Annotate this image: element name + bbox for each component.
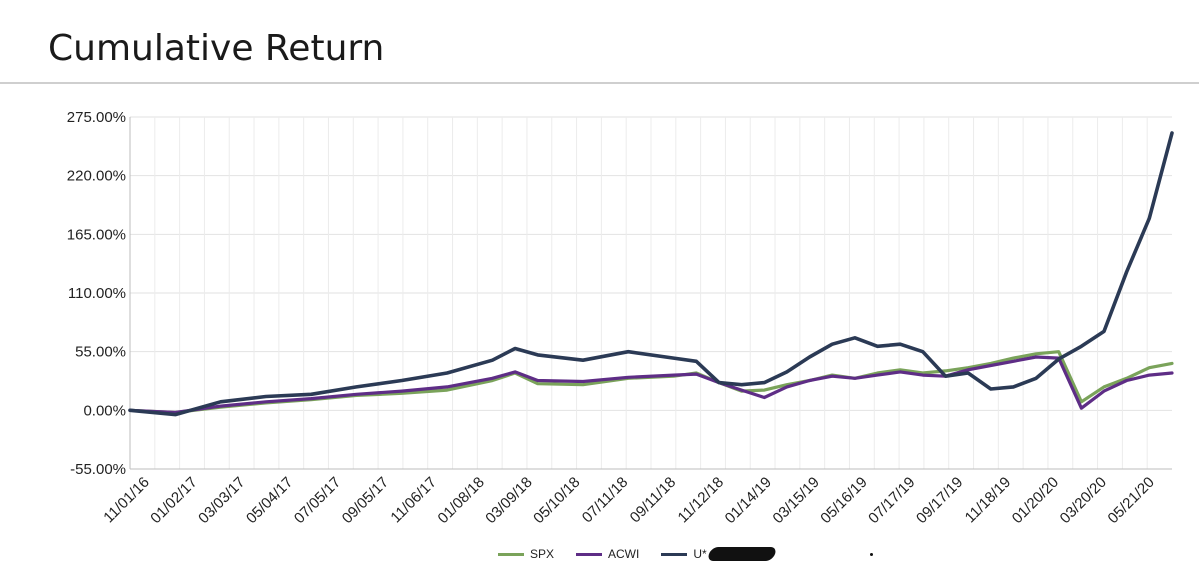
legend-label-u: U* [693,547,707,561]
x-tick-label: 07/17/19 [865,474,918,527]
series-line-spx[interactable] [128,350,1174,415]
x-tick-label: 03/03/17 [195,474,248,527]
legend-dot [870,553,873,556]
legend-label-spx: SPX [530,547,555,561]
y-tick-label: 275.00% [67,109,126,126]
x-tick-label: 01/20/20 [1009,474,1062,527]
x-tick-label: 03/09/18 [482,474,535,527]
y-tick-label: 55.00% [75,344,126,361]
y-tick-label: 110.00% [68,285,126,302]
x-tick-label: 11/06/17 [387,474,440,527]
x-tick-label: 09/11/18 [627,474,680,527]
x-tick-label: 09/17/19 [913,474,966,527]
x-tick-label: 03/15/19 [770,474,823,527]
x-tick-label: 11/01/16 [100,474,153,527]
title-divider [0,82,1199,84]
series-line-u[interactable] [128,131,1174,417]
x-tick-label: 11/18/19 [962,474,1015,527]
y-tick-label: 165.00% [67,226,126,243]
legend-swatch-acwi [576,552,603,556]
y-tick-label: -55.00% [70,461,126,478]
page-title: Cumulative Return [48,28,385,69]
legend-item-spx[interactable]: SPX [498,547,554,561]
x-tick-label: 07/05/17 [291,474,344,527]
x-tick-label: 05/16/19 [817,474,870,527]
x-tick-label: 01/08/18 [435,474,488,527]
series-line-acwi[interactable] [128,355,1174,415]
x-tick-label: 01/14/19 [722,474,775,527]
x-tick-label: 09/05/17 [339,474,392,527]
chart-legend: SPX ACWI U* [498,543,797,565]
x-tick-label: 07/11/18 [579,474,632,527]
legend-item-acwi[interactable]: ACWI [576,547,639,561]
x-tick-label: 05/10/18 [530,474,583,527]
y-tick-label: 220.00% [67,168,126,185]
legend-label-acwi: ACWI [608,547,640,561]
x-tick-label: 05/21/20 [1105,474,1158,527]
redaction-scribble [706,547,778,561]
x-tick-label: 03/20/20 [1057,474,1110,527]
legend-swatch-spx [498,552,524,556]
legend-item-u[interactable]: U* [661,547,778,561]
y-tick-label: 0.00% [83,402,126,419]
x-tick-label: 11/12/18 [675,474,728,527]
x-tick-label: 05/04/17 [243,474,296,527]
legend-swatch-u [661,552,688,556]
x-tick-label: 01/02/17 [147,474,200,527]
